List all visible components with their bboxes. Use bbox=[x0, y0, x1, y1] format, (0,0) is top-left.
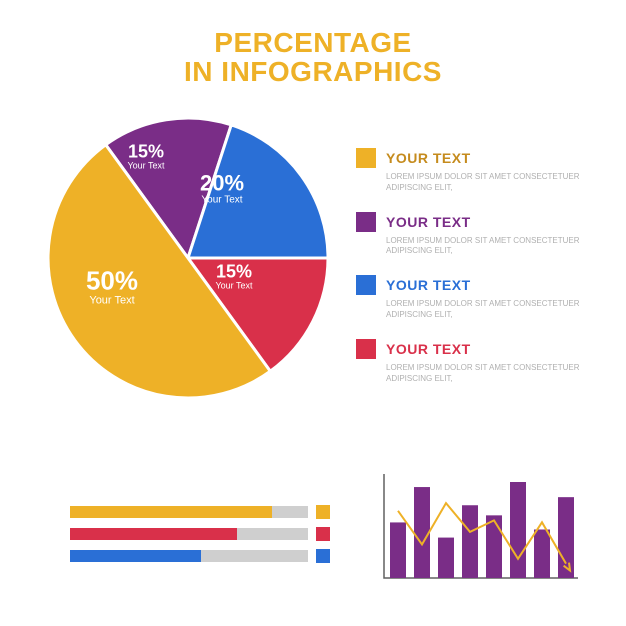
pie-slice-label: 50%Your Text bbox=[86, 266, 138, 307]
pie-slice-pct: 15% bbox=[127, 142, 164, 163]
legend-swatch bbox=[356, 339, 376, 359]
legend-title: YOUR TEXT bbox=[386, 214, 471, 230]
barchart-bar bbox=[438, 538, 454, 578]
hbar-row bbox=[70, 549, 330, 563]
barchart-bar bbox=[486, 515, 502, 578]
pie-slice-sublabel: Your Text bbox=[215, 281, 252, 291]
barchart-bar bbox=[510, 482, 526, 578]
bar-chart bbox=[378, 474, 578, 584]
pie-slice-label: 15%Your Text bbox=[215, 262, 252, 291]
legend-title: YOUR TEXT bbox=[386, 150, 471, 166]
legend-swatch bbox=[356, 275, 376, 295]
pie-slice-sublabel: Your Text bbox=[86, 295, 138, 307]
legend-swatch bbox=[356, 212, 376, 232]
hbar-track bbox=[70, 550, 308, 562]
hbar-fill bbox=[70, 550, 201, 562]
legend-body: LOREM IPSUM DOLOR SIT AMET CONSECTETUER … bbox=[386, 236, 586, 258]
pie-slice-label: 20%Your Text bbox=[200, 171, 244, 206]
hbar-swatch bbox=[316, 505, 330, 519]
hbar-fill bbox=[70, 528, 237, 540]
pie-slice-pct: 15% bbox=[215, 262, 252, 283]
pie-slice-sublabel: Your Text bbox=[127, 161, 164, 171]
barchart-bar bbox=[390, 522, 406, 578]
barchart-bar bbox=[558, 497, 574, 578]
barchart-bar bbox=[462, 505, 478, 578]
legend-body: LOREM IPSUM DOLOR SIT AMET CONSECTETUER … bbox=[386, 363, 586, 385]
barchart-bar bbox=[534, 529, 550, 578]
legend: YOUR TEXT LOREM IPSUM DOLOR SIT AMET CONS… bbox=[356, 148, 586, 402]
legend-title: YOUR TEXT bbox=[386, 341, 471, 357]
hbar-track bbox=[70, 506, 308, 518]
legend-body: LOREM IPSUM DOLOR SIT AMET CONSECTETUER … bbox=[386, 299, 586, 321]
horizontal-bars bbox=[70, 505, 330, 571]
legend-item: YOUR TEXT LOREM IPSUM DOLOR SIT AMET CONS… bbox=[356, 212, 586, 258]
hbar-track bbox=[70, 528, 308, 540]
pie-chart: 15%Your Text20%Your Text15%Your Text50%Y… bbox=[48, 118, 328, 398]
pie-slice-pct: 20% bbox=[200, 171, 244, 197]
pie-slice-sublabel: Your Text bbox=[200, 195, 244, 206]
legend-item: YOUR TEXT LOREM IPSUM DOLOR SIT AMET CONS… bbox=[356, 275, 586, 321]
barchart-bar bbox=[414, 487, 430, 578]
hbar-row bbox=[70, 527, 330, 541]
pie-slice-label: 15%Your Text bbox=[127, 142, 164, 171]
hbar-swatch bbox=[316, 549, 330, 563]
title-line1: PERCENTAGE bbox=[0, 28, 626, 57]
page-title: PERCENTAGE IN INFOGRAPHICS bbox=[0, 0, 626, 87]
hbar-swatch bbox=[316, 527, 330, 541]
hbar-fill bbox=[70, 506, 272, 518]
pie-slice-pct: 50% bbox=[86, 266, 138, 297]
hbar-row bbox=[70, 505, 330, 519]
legend-body: LOREM IPSUM DOLOR SIT AMET CONSECTETUER … bbox=[386, 172, 586, 194]
legend-item: YOUR TEXT LOREM IPSUM DOLOR SIT AMET CONS… bbox=[356, 148, 586, 194]
title-line2: IN INFOGRAPHICS bbox=[0, 57, 626, 86]
legend-swatch bbox=[356, 148, 376, 168]
legend-item: YOUR TEXT LOREM IPSUM DOLOR SIT AMET CONS… bbox=[356, 339, 586, 385]
legend-title: YOUR TEXT bbox=[386, 277, 471, 293]
